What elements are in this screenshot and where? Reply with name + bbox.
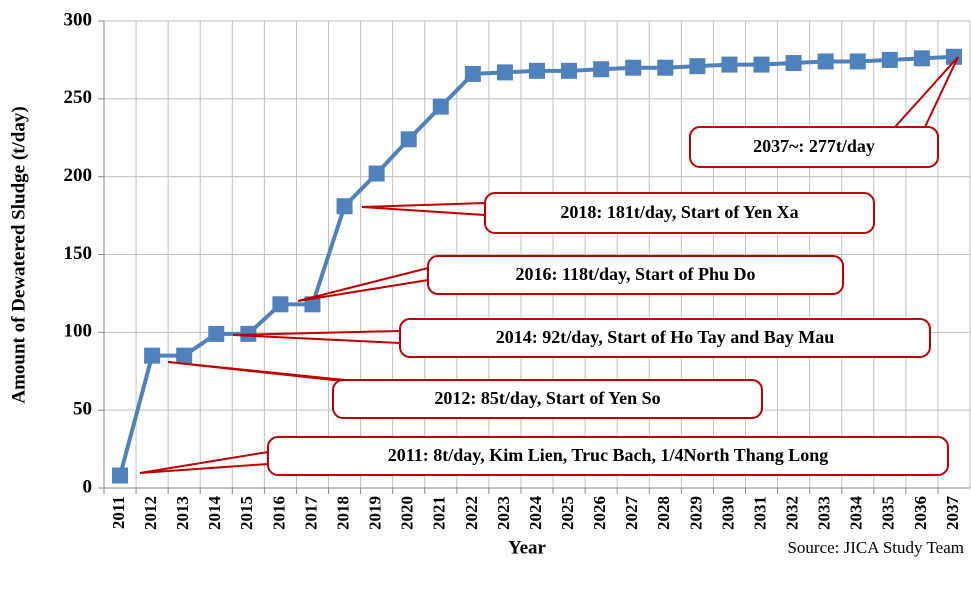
x-tick-label: 2011 [109,496,128,529]
x-tick-label: 2016 [269,496,288,530]
x-tick-label: 2023 [494,496,513,530]
callout: 2011: 8t/day, Kim Lien, Truc Bach, 1/4No… [139,436,949,476]
point-marker [368,165,385,182]
callout-box [332,379,763,419]
annotation: 2011: 8t/day, Kim Lien, Truc Bach, 1/4No… [388,445,829,465]
x-tick-label: 2019 [366,496,385,530]
point-marker [144,347,161,364]
x-tick-label: 2020 [398,496,417,530]
callout: 2012: 85t/day, Start of Yen So [167,361,763,419]
x-tick-label: 2031 [750,496,769,530]
point-marker [400,131,417,148]
point-marker [561,62,578,79]
point-marker [913,50,930,67]
y-axis-title: Amount of Dewatered Sludge (t/day) [8,106,29,403]
callout-box [689,126,939,168]
x-tick-label: 2028 [654,496,673,530]
y-tick-label: 150 [64,243,93,264]
point-marker [785,55,802,72]
point-marker [945,48,962,65]
y-tick-label: 0 [83,476,93,497]
point-marker [625,59,642,76]
point-marker [432,98,449,115]
x-tick-label: 2036 [911,496,930,530]
y-tick-label: 50 [73,399,92,420]
point-marker [721,56,738,73]
x-tick-label: 2032 [782,496,801,530]
x-tick-label: 2027 [622,496,641,531]
callout-pointer [167,361,346,381]
annotation: 2037~: 277t/day [753,136,875,156]
x-axis-title: Year [508,537,547,558]
callout-pointer [361,201,486,217]
callout: 2018: 181t/day, Start of Yen Xa [361,192,875,234]
annotation: 2014: 92t/day, Start of Ho Tay and Bay M… [496,327,835,347]
point-marker [529,62,545,79]
callout: 2037~: 277t/day [689,56,959,168]
x-tick-label: 2030 [718,496,737,530]
point-marker [657,59,674,76]
callout-box [484,192,875,234]
point-marker [112,467,129,484]
x-tick-label: 2015 [237,496,256,530]
x-tick-label: 2022 [462,496,481,530]
source-note: Source: JICA Study Team [787,538,964,557]
point-marker [336,198,353,215]
point-marker [496,64,513,81]
x-tick-label: 2037 [943,496,962,531]
callout-pointer [139,450,269,474]
x-tick-label: 2035 [879,496,898,530]
point-marker [849,53,866,70]
x-tick-label: 2026 [590,496,609,530]
callout-box [427,255,844,295]
callout-pointer [892,56,959,128]
callout-box [399,318,931,358]
point-marker [689,58,706,75]
x-tick-label: 2014 [205,496,224,531]
point-marker [817,53,834,70]
x-tick-label: 2034 [847,496,866,531]
x-tick-label: 2024 [526,496,545,531]
x-tick-label: 2013 [173,496,192,530]
x-tick-label: 2012 [141,496,160,530]
y-tick-label: 100 [64,321,93,342]
point-marker [464,65,481,82]
x-tick-label: 2018 [333,496,352,530]
y-tick-label: 250 [64,87,93,108]
point-marker [881,51,898,68]
annotation: 2016: 118t/day, Start of Phu Do [515,264,755,284]
callout: 2016: 118t/day, Start of Phu Do [297,255,844,302]
annotation: 2012: 85t/day, Start of Yen So [434,388,660,408]
annotation: 2018: 181t/day, Start of Yen Xa [560,202,798,222]
callout-box [267,436,949,476]
point-marker [176,347,193,364]
point-marker [272,296,289,313]
x-tick-label: 2017 [301,496,320,531]
x-tick-label: 2025 [558,496,577,530]
point-marker [208,325,225,342]
y-tick-label: 300 [64,9,93,30]
y-tick-label: 200 [64,165,93,186]
point-marker [593,61,610,78]
x-tick-label: 2021 [430,496,449,530]
x-tick-label: 2033 [815,496,834,530]
x-tick-label: 2029 [686,496,705,530]
callout: 2014: 92t/day, Start of Ho Tay and Bay M… [232,318,931,358]
point-marker [753,56,770,73]
